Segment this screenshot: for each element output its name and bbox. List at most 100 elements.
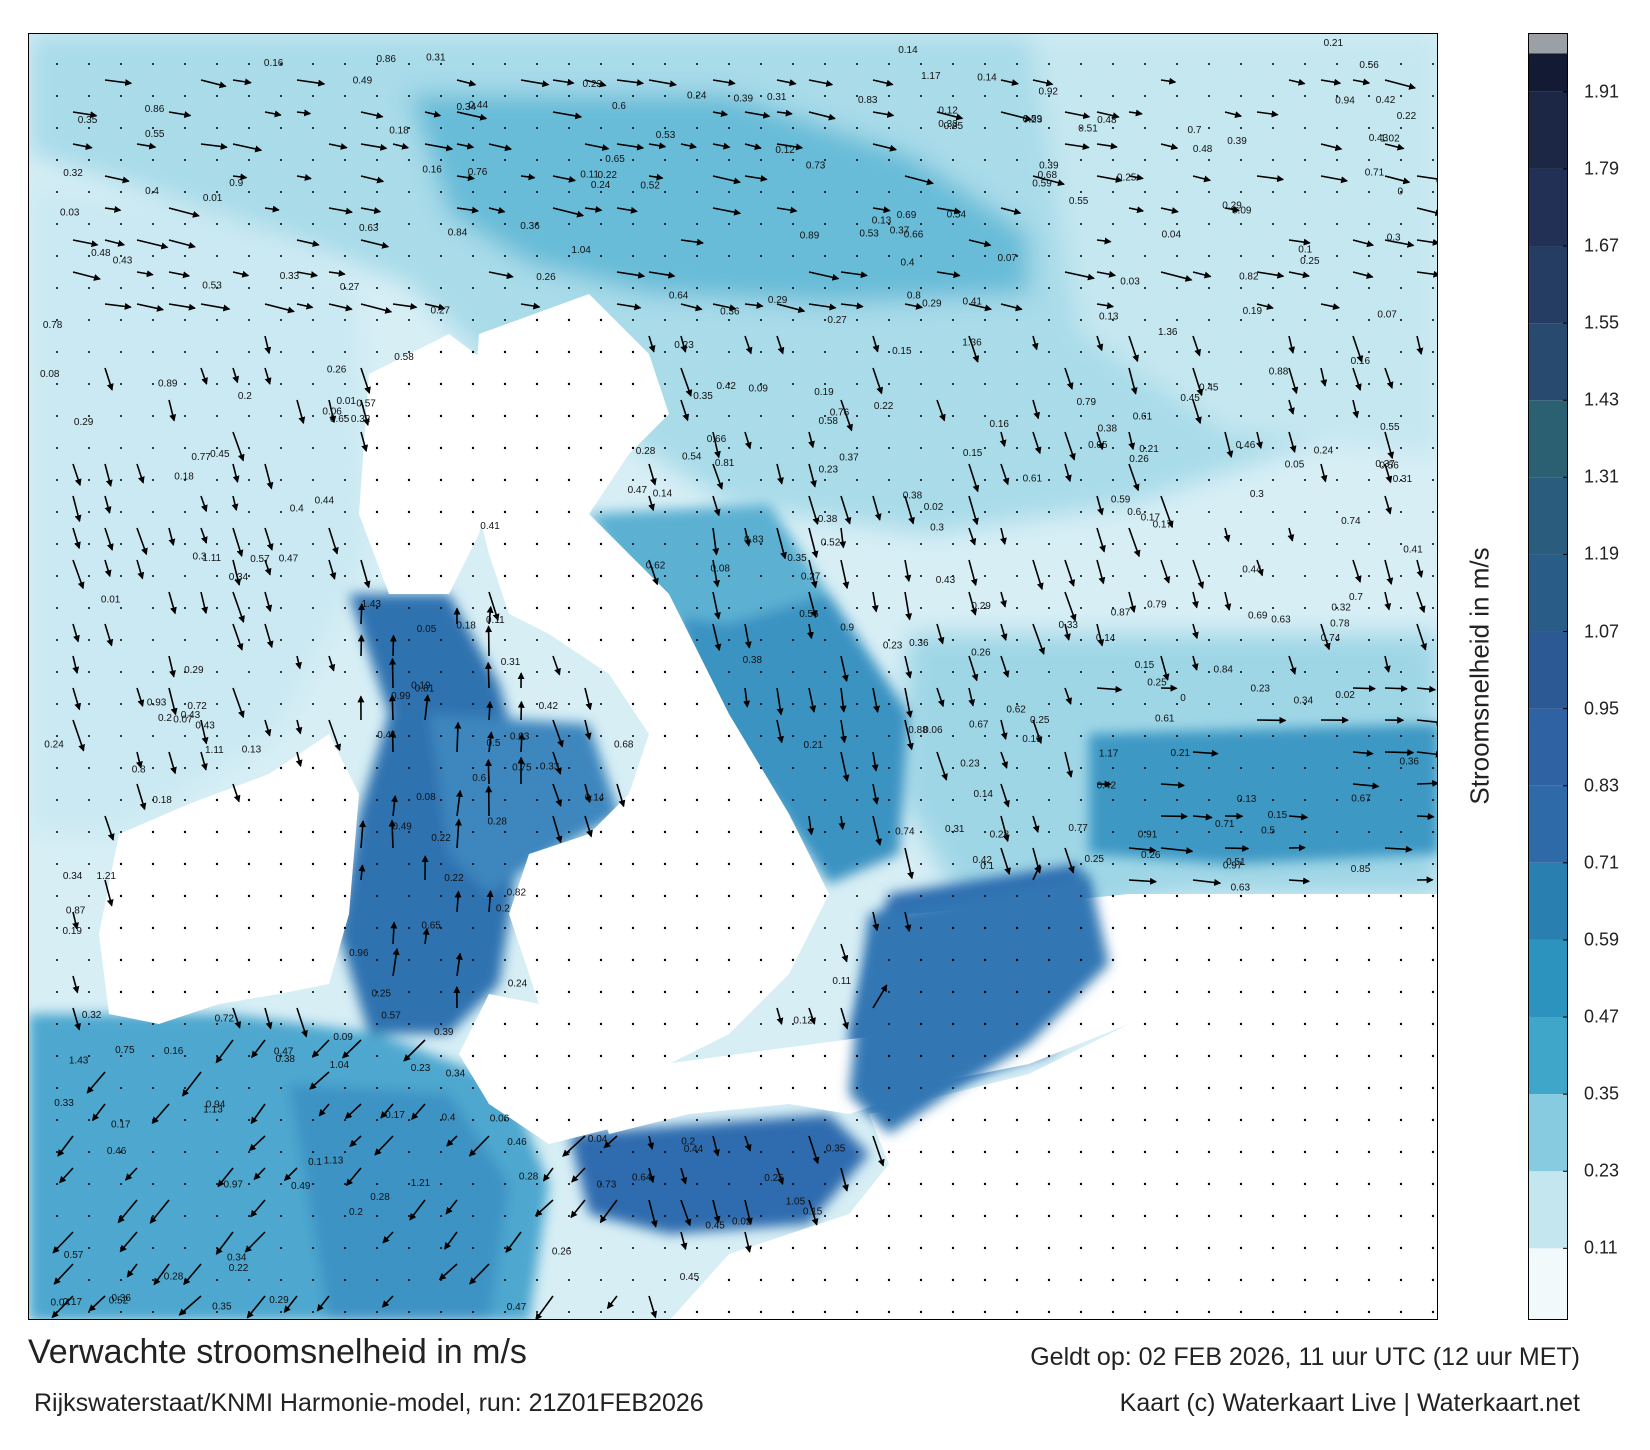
grid-dot [856, 1151, 858, 1153]
grid-dot [1016, 831, 1018, 833]
grid-dot [504, 671, 506, 673]
grid-dot [951, 990, 955, 994]
grid-dot [1368, 831, 1370, 833]
grid-dot [824, 607, 826, 609]
current-arrow [776, 109, 793, 117]
current-arrow [1352, 239, 1375, 248]
grid-dot [120, 63, 122, 65]
grid-dot [824, 1183, 826, 1185]
grid-dot [1304, 799, 1306, 801]
grid-dot [568, 95, 570, 97]
current-arrow [936, 687, 945, 708]
grid-dot [1271, 1054, 1275, 1058]
grid-dot [632, 1279, 634, 1281]
grid-dot [88, 255, 90, 257]
current-arrow [1416, 779, 1437, 787]
grid-dot [215, 862, 219, 866]
grid-dot [1239, 894, 1243, 898]
grid-dot [792, 1119, 794, 1121]
grid-dot [376, 1183, 378, 1185]
grid-dot [984, 127, 986, 129]
grid-dot [280, 511, 282, 513]
current-arrow [968, 495, 979, 526]
grid-dot [152, 383, 154, 385]
grid-dot [1079, 1086, 1083, 1090]
grid-dot [1304, 191, 1306, 193]
grid-dot [120, 159, 122, 161]
grid-dot [695, 894, 699, 898]
grid-dot [88, 287, 90, 289]
current-arrow [808, 79, 834, 87]
speed-value-label: 0.11 [580, 170, 599, 181]
speed-value-label: 0.08 [40, 369, 60, 380]
speed-value-label: 0.58 [819, 416, 839, 427]
grid-dot [1239, 1182, 1243, 1186]
grid-dot [919, 926, 923, 930]
grid-dot [344, 1023, 346, 1025]
grid-dot [280, 1119, 282, 1121]
grid-dot [88, 63, 90, 65]
grid-dot [183, 958, 187, 962]
current-arrow [86, 1071, 106, 1094]
grid-dot [152, 1087, 154, 1089]
current-arrow [1096, 237, 1112, 245]
grid-dot [1304, 575, 1306, 577]
current-arrow [680, 238, 704, 246]
grid-dot [1175, 1054, 1179, 1058]
grid-dot [471, 510, 475, 514]
grid-dot [1335, 894, 1339, 898]
colorbar-band [1529, 1248, 1567, 1319]
grid-dot [1144, 319, 1146, 321]
speed-value-label: 0.19 [814, 387, 834, 398]
current-arrow [72, 687, 82, 711]
grid-dot [1111, 1310, 1115, 1314]
grid-dot [152, 639, 154, 641]
current-arrow [411, 1103, 426, 1121]
grid-dot [472, 831, 474, 833]
current-arrow [1320, 175, 1349, 184]
grid-dot [567, 446, 571, 450]
current-arrow [1000, 463, 1010, 486]
grid-dot [759, 1246, 763, 1250]
grid-dot [1080, 447, 1082, 449]
grid-dot [1367, 1182, 1371, 1186]
grid-dot [1016, 863, 1018, 865]
grid-dot [1144, 511, 1146, 513]
current-arrow [200, 751, 208, 771]
speed-value-label: 0.05 [1285, 459, 1305, 470]
grid-dot [344, 1215, 346, 1217]
grid-dot [920, 287, 922, 289]
speed-value-label: 0.54 [947, 210, 967, 221]
grid-dot [824, 255, 826, 257]
grid-dot [1304, 255, 1306, 257]
grid-dot [727, 926, 731, 930]
grid-dot [1272, 479, 1274, 481]
grid-dot [1368, 95, 1370, 97]
grid-dot [1272, 511, 1274, 513]
speed-value-label: 0.76 [830, 408, 850, 419]
current-arrow [1160, 207, 1179, 214]
grid-dot [471, 382, 475, 386]
grid-dot [951, 1182, 955, 1186]
current-arrow [776, 463, 784, 485]
grid-dot [696, 159, 698, 161]
current-arrow [776, 719, 784, 744]
grid-dot [1336, 767, 1338, 769]
grid-dot [599, 1054, 603, 1058]
grid-dot [536, 639, 538, 641]
grid-dot [472, 63, 474, 65]
current-arrow [648, 79, 677, 88]
grid-dot [1112, 63, 1114, 65]
speed-value-label: 0.43 [113, 256, 133, 267]
current-arrow [72, 975, 80, 994]
grid-dot [408, 607, 410, 609]
grid-dot [1207, 1150, 1211, 1154]
grid-dot [1239, 990, 1243, 994]
grid-dot [343, 862, 347, 866]
grid-dot [824, 351, 826, 353]
central-land [469, 294, 829, 1094]
current-arrow [1416, 175, 1437, 183]
grid-dot [1080, 831, 1082, 833]
current-arrow [1032, 815, 1040, 833]
grid-dot [1336, 671, 1338, 673]
